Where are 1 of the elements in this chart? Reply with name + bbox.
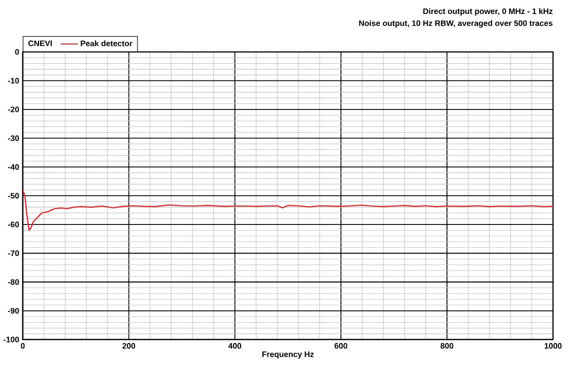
line-series	[22, 189, 554, 231]
